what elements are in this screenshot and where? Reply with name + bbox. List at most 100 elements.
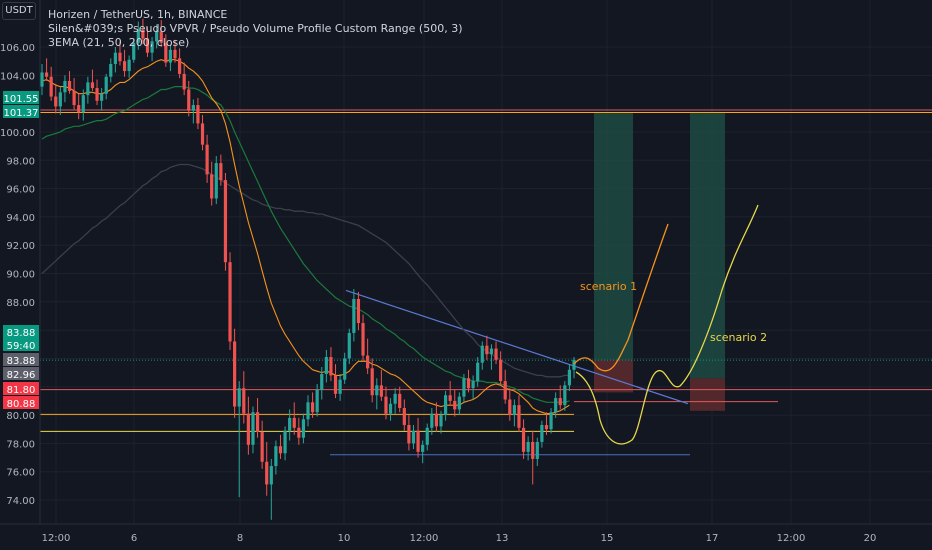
candle-body [191,105,195,111]
candle [292,402,296,435]
candle-body [109,63,113,77]
candle-body [375,385,379,396]
candle-body [471,381,475,389]
candle-body [269,466,273,485]
candle-body [324,357,328,375]
candle [182,62,186,96]
candle-body [297,427,301,438]
x-tick-label: 10 [338,533,351,544]
candle [462,374,466,403]
candle-body [462,378,466,397]
candle-body [288,417,292,431]
candle [177,48,182,79]
candle [233,328,237,418]
candle-body [168,49,173,63]
candle-body [223,180,228,263]
candle-body [145,38,150,53]
target-zone-1 [594,112,633,361]
candle-body [411,430,416,444]
candle [164,34,168,67]
candle [315,383,319,417]
x-tick-label: 12:00 [410,533,439,544]
candle-body [480,345,484,363]
price-label-text: 101.37 [4,108,39,119]
candle [168,45,173,72]
candle [471,375,475,400]
x-tick-label: 20 [864,533,877,544]
candle [95,79,99,106]
candle-body [44,72,49,77]
currency-button[interactable]: USDT [2,2,36,20]
candle [540,420,544,448]
candle [251,406,255,454]
candle-body [278,446,283,454]
candle [237,381,241,498]
candle [132,38,136,63]
candle-body [306,402,310,420]
y-tick-label: 106.00 [0,43,35,54]
candle-body [205,144,209,175]
candle-body [338,379,342,394]
chart-title: Horizen / TetherUS, 1h, BINANCE [48,8,228,21]
candle [278,434,283,459]
candle [370,358,374,403]
candle [347,328,351,365]
price-label-bg [3,396,39,409]
y-tick-label: 100.00 [0,128,35,139]
candle [393,388,397,414]
candle-body [210,174,214,199]
candle [214,156,218,205]
y-tick-label: 80.00 [6,411,35,422]
candle [499,351,503,386]
price-label-bg [3,353,39,366]
candle [242,371,246,424]
candle-body [421,444,425,452]
candle [512,399,516,427]
y-tick-label: 74.00 [6,496,35,507]
indicator-vpvr[interactable]: Silen&#039;s Pseudo VPVR / Pseudo Volume… [48,22,463,35]
candle-body [228,262,232,342]
candle [306,395,310,427]
candle-body [384,396,388,414]
candle [288,409,292,441]
candle [572,357,576,379]
candle [421,440,425,464]
candle [86,76,90,104]
candle-body [508,399,512,416]
candle [246,396,250,455]
candle [453,389,457,417]
candle [301,413,306,444]
candle [503,369,507,404]
x-tick-label: 15 [601,533,614,544]
candle-body [63,80,67,93]
candle [67,71,72,94]
candle-body [531,441,535,459]
scenario-2-path [575,204,759,445]
price-label-text: 83.88 [7,356,36,367]
candle [297,417,301,445]
price-label-text: 101.55 [4,94,39,105]
y-tick-label: 104.00 [0,71,35,82]
candle [480,341,484,370]
candle [407,415,411,451]
price-label-text: 81.80 [7,385,36,396]
candle-body [434,413,439,427]
candle [476,357,480,387]
candle-body [132,42,136,60]
candle [384,386,388,420]
candle-body [425,427,429,445]
candle [81,89,85,121]
projection-zones [594,112,725,411]
price-label-bg [3,325,39,338]
candle [113,47,117,73]
indicator-ema[interactable]: 3EMA (21, 50, 200, close) [48,36,190,49]
x-tick-label: 12:00 [777,533,806,544]
price-label: 101.55 [3,91,39,105]
trend-line [345,289,689,405]
candle [563,381,567,411]
candle [54,83,58,114]
candle [356,291,361,331]
chart-legend: Horizen / TetherUS, 1h, BINANCE Silen&#0… [48,8,463,50]
scenario-2-label: scenario 2 [710,331,767,344]
